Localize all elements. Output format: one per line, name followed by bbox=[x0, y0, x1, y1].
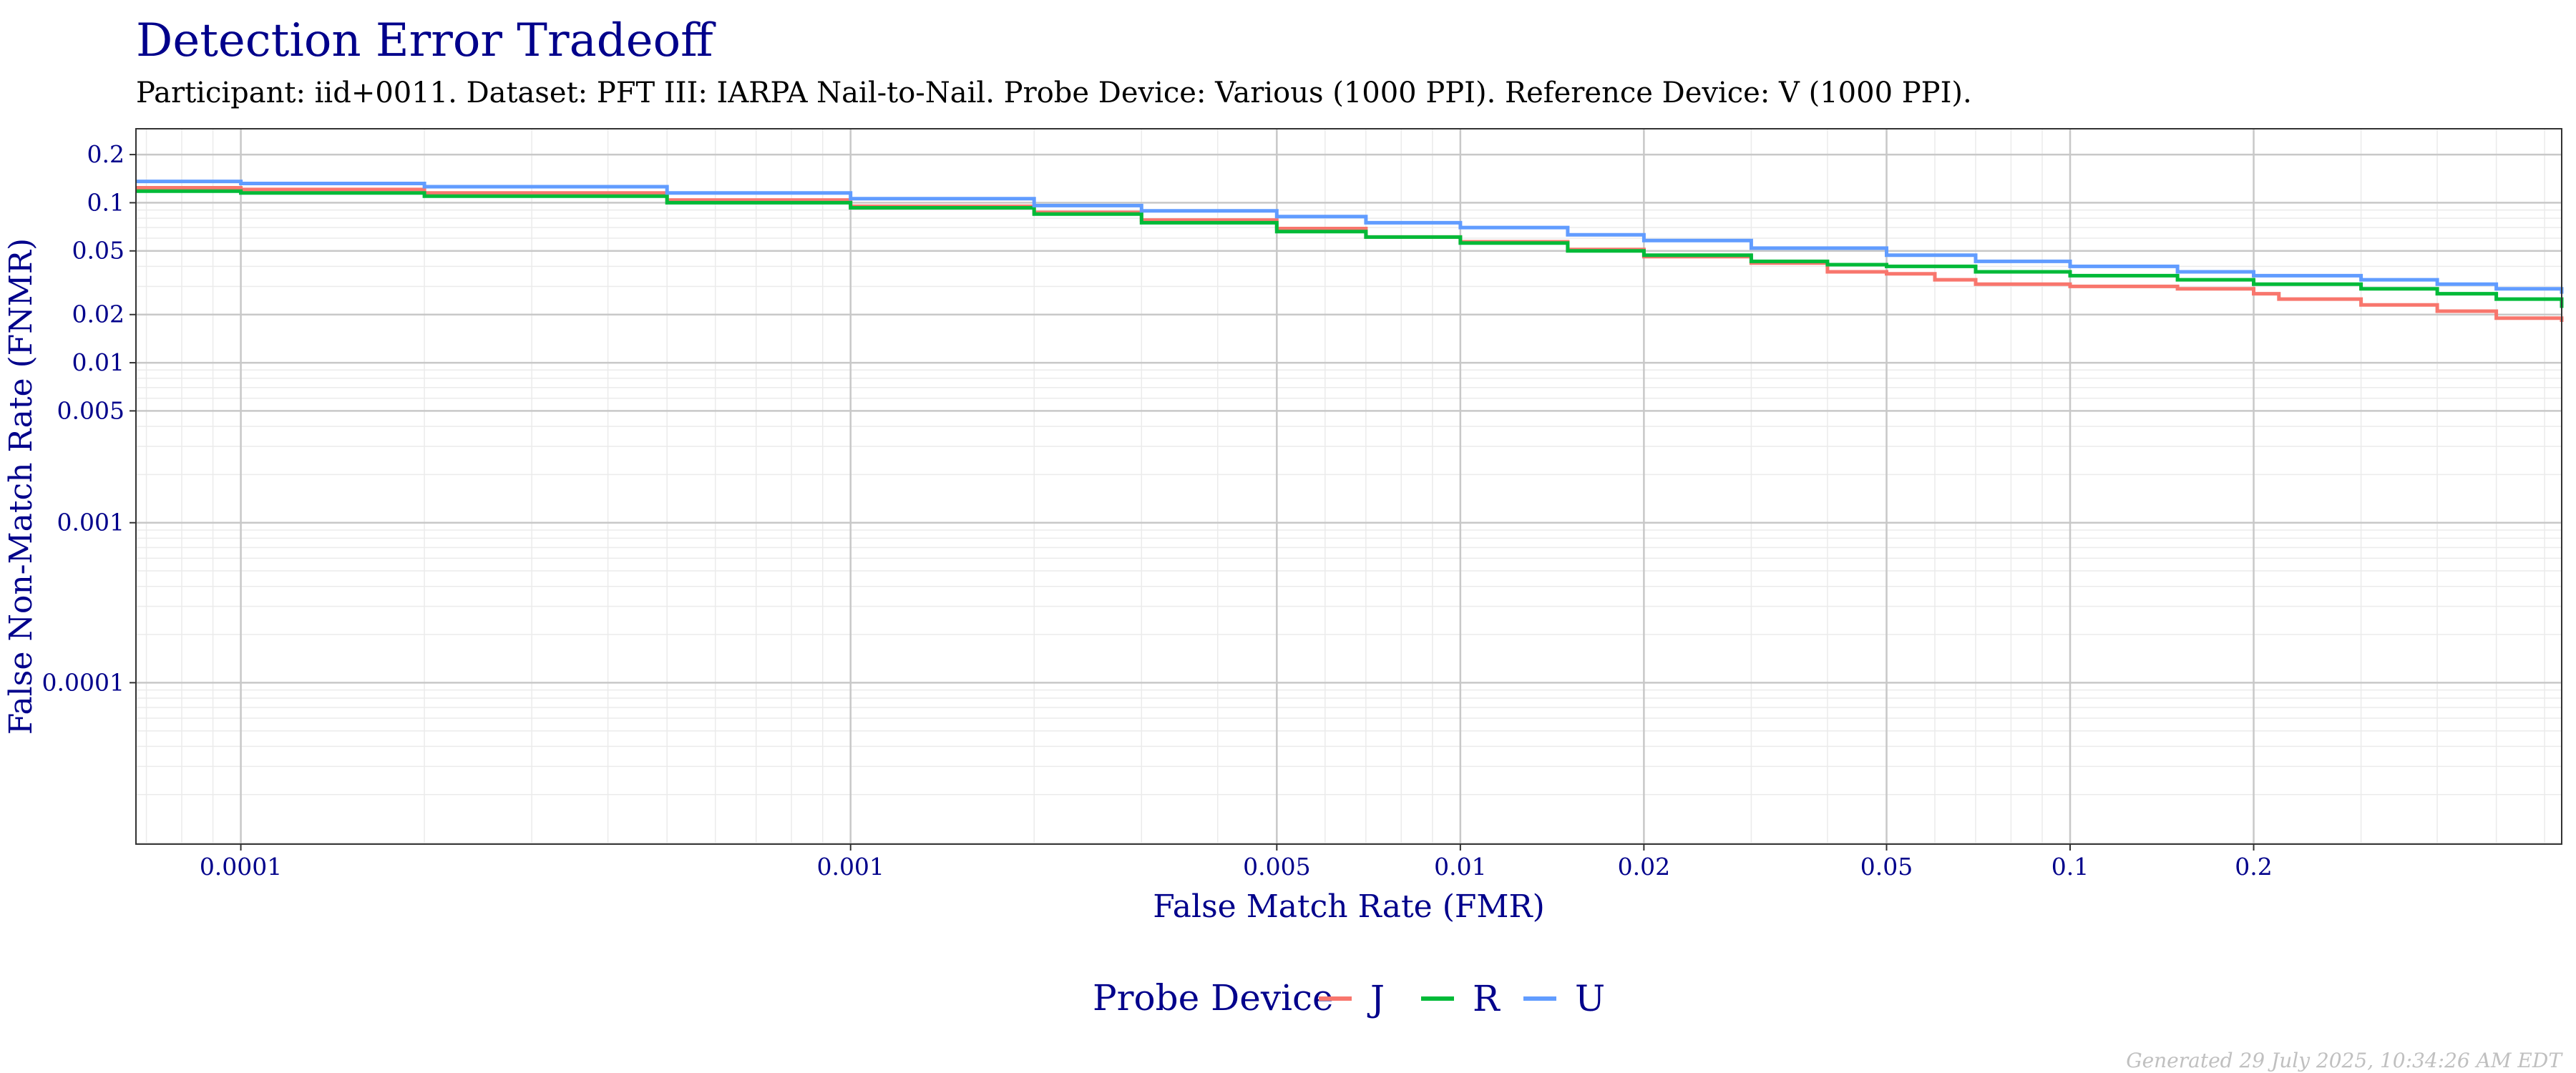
x-tick-label: 0.2 bbox=[2235, 853, 2272, 881]
legend-title: Probe Device bbox=[1093, 977, 1334, 1019]
x-tick-label: 0.0001 bbox=[200, 853, 282, 881]
y-tick-label: 0.1 bbox=[87, 188, 125, 216]
legend: Probe Device J R U bbox=[1093, 977, 1605, 1019]
x-tick-label: 0.05 bbox=[1860, 853, 1913, 881]
y-tick-label: 0.02 bbox=[72, 300, 125, 328]
x-tick-label: 0.02 bbox=[1618, 853, 1670, 881]
y-tick-label: 0.001 bbox=[57, 509, 125, 536]
series-line-U bbox=[136, 180, 2564, 294]
plot-panel-border bbox=[135, 128, 2562, 845]
x-tick-label: 0.005 bbox=[1243, 853, 1310, 881]
chart-title: Detection Error Tradeoff bbox=[136, 14, 716, 67]
series-line-R bbox=[136, 189, 2564, 308]
y-tick-label: 0.2 bbox=[87, 140, 125, 168]
x-axis-title: False Match Rate (FMR) bbox=[1153, 888, 1545, 925]
y-axis-ticks: 0.2 0.1 0.05 0.02 0.01 0.005 0.001 0.0001 bbox=[42, 140, 136, 696]
series-line-J bbox=[136, 186, 2564, 322]
chart-subtitle: Participant: iid+0011. Dataset: PFT III:… bbox=[136, 77, 1972, 109]
y-tick-label: 0.05 bbox=[72, 237, 125, 265]
x-axis-ticks: 0.0001 0.001 0.005 0.01 0.02 0.05 0.1 0.2 bbox=[200, 844, 2273, 881]
y-tick-label: 0.005 bbox=[57, 396, 125, 424]
major-gridlines bbox=[136, 129, 2562, 844]
y-axis-title: False Non-Match Rate (FNMR) bbox=[3, 238, 39, 735]
y-tick-label: 0.01 bbox=[72, 348, 125, 376]
series-layer bbox=[136, 180, 2564, 322]
legend-label-R: R bbox=[1473, 978, 1501, 1019]
legend-label-U: U bbox=[1575, 978, 1605, 1019]
y-tick-label: 0.0001 bbox=[42, 668, 125, 696]
legend-label-J: J bbox=[1367, 978, 1385, 1019]
x-tick-label: 0.001 bbox=[816, 853, 884, 881]
generated-timestamp: Generated 29 July 2025, 10:34:26 AM EDT bbox=[2126, 1049, 2563, 1072]
minor-gridlines bbox=[136, 129, 2562, 844]
x-tick-label: 0.01 bbox=[1434, 853, 1486, 881]
x-tick-label: 0.1 bbox=[2051, 853, 2089, 881]
